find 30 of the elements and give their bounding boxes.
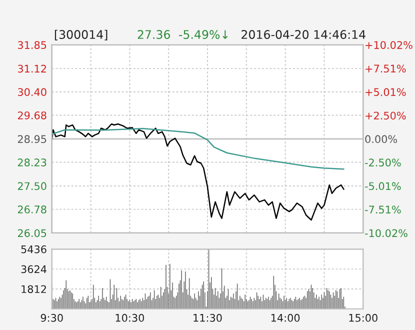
y2-tick-label: +2.50% <box>366 112 406 120</box>
y2-tick-label: +7.51% <box>366 64 406 73</box>
y-tick-label: 27.50 <box>18 182 46 190</box>
x-tick-label: 11:30 <box>194 314 222 322</box>
y2-tick-label: +10.02% <box>366 41 412 49</box>
y2-tick-label: +5.01% <box>366 88 406 96</box>
y-tick-label: 28.23 <box>18 158 46 166</box>
y-tick-label: 3624 <box>21 265 46 274</box>
y2-tick-label: 0.00% <box>365 135 398 144</box>
text: -5.49%↓ <box>179 30 228 39</box>
x-tick-label: 9:30 <box>40 314 63 322</box>
y2-tick-label: -2.50% <box>365 158 401 166</box>
y-tick-label: 30.40 <box>18 88 46 96</box>
y-tick-label: 29.68 <box>18 111 46 120</box>
x-tick-label: 10:30 <box>116 314 144 322</box>
y-tick-label: 28.95 <box>18 135 46 144</box>
text: 27.36 <box>138 30 170 39</box>
text: 2016-04-20 14:46:14 <box>242 30 366 39</box>
y-tick-label: 26.78 <box>18 206 46 214</box>
chart-title: [300014] <box>54 30 108 40</box>
x-tick-label: 14:00 <box>271 314 300 322</box>
y2-tick-label: -7.51% <box>365 206 401 214</box>
y2-tick-label: -10.02% <box>365 229 408 238</box>
y2-tick-label: -5.01% <box>365 182 401 190</box>
y-tick-label: 1812 <box>22 285 46 294</box>
x-tick-label: 15:00 <box>349 314 378 322</box>
y-tick-label: 31.12 <box>18 64 46 73</box>
y-tick-label: 26.05 <box>18 229 46 238</box>
y-tick-label: 31.85 <box>18 41 46 49</box>
y-tick-label: 5436 <box>21 245 46 254</box>
